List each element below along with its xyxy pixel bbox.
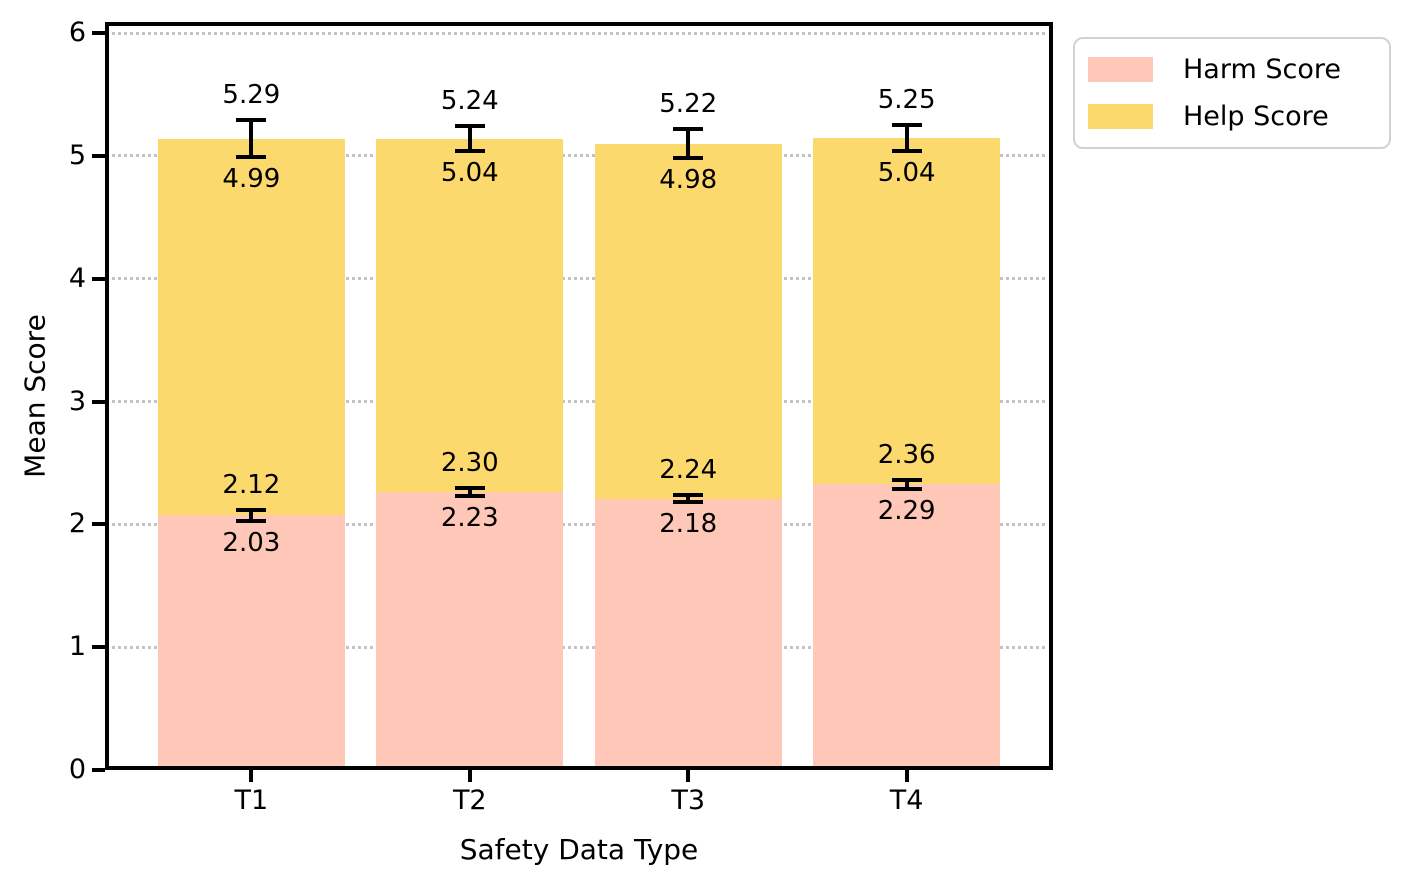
y-tick-3	[92, 399, 105, 404]
value-label-low-harm-score-t3: 2.18	[659, 509, 718, 540]
y-tick-5	[92, 153, 105, 158]
error-bar-help-score-t2	[467, 126, 472, 151]
error-bar-help-score-t4-cap-top	[891, 123, 922, 128]
value-label-high-help-score-t4: 5.25	[877, 85, 936, 116]
value-label-low-harm-score-t2: 2.23	[440, 503, 499, 534]
value-label-low-harm-score-t4: 2.29	[877, 495, 936, 526]
legend-swatch-help-score	[1088, 104, 1153, 129]
error-bar-help-score-t1-cap-top	[236, 118, 267, 123]
error-bar-harm-score-t3	[686, 494, 691, 503]
x-axis-title: Safety Data Type	[459, 833, 699, 866]
value-label-high-harm-score-t1: 2.12	[222, 469, 281, 500]
y-tick-4	[92, 276, 105, 281]
x-tick-label-t1: T1	[234, 785, 269, 816]
y-tick-1	[92, 645, 105, 650]
legend-label-help-score: Help Score	[1183, 101, 1329, 132]
error-bar-harm-score-t4-cap-top	[891, 478, 922, 483]
value-label-high-help-score-t2: 5.24	[440, 86, 499, 117]
error-bar-harm-score-t4-cap-bottom	[891, 486, 922, 491]
error-bar-harm-score-t3-cap-top	[673, 492, 704, 497]
y-tick-0	[92, 768, 105, 772]
bar-harm-score-t3	[594, 498, 782, 770]
bar-harm-score-t1	[157, 515, 345, 770]
error-bar-help-score-t3-cap-bottom	[673, 156, 704, 161]
y-tick-2	[92, 522, 105, 527]
legend-entry-harm-score: Harm Score	[1088, 54, 1371, 85]
y-tick-label-2: 2	[68, 508, 86, 540]
bar-harm-score-t4	[813, 484, 1001, 770]
legend-label-harm-score: Harm Score	[1183, 54, 1341, 85]
gridline-y2	[105, 522, 1053, 526]
error-bar-harm-score-t3-cap-bottom	[673, 500, 704, 505]
error-bar-help-score-t1-cap-bottom	[236, 155, 267, 160]
gridline-y5	[105, 154, 1053, 158]
error-bar-help-score-t4-cap-bottom	[891, 148, 922, 153]
legend: Harm Score Help Score	[1073, 37, 1391, 149]
value-label-high-harm-score-t3: 2.24	[659, 454, 718, 485]
error-bar-harm-score-t2-cap-bottom	[454, 494, 485, 499]
y-tick-6	[92, 31, 105, 36]
x-tick-label-t3: T3	[671, 785, 706, 816]
error-bar-harm-score-t2	[467, 487, 472, 497]
error-bar-help-score-t2-cap-top	[454, 124, 485, 129]
value-label-high-harm-score-t4: 2.36	[877, 440, 936, 471]
error-bar-help-score-t3-cap-top	[673, 126, 704, 131]
error-bar-harm-score-t4	[904, 480, 909, 489]
value-label-high-help-score-t3: 5.22	[659, 88, 718, 119]
bar-harm-score-t2	[376, 491, 564, 770]
gridline-y6	[105, 31, 1053, 35]
error-bar-harm-score-t2-cap-top	[454, 485, 485, 490]
gridline-y3	[105, 400, 1053, 404]
y-tick-label-6: 6	[68, 17, 86, 49]
error-bar-harm-score-t1-cap-top	[236, 507, 267, 512]
error-bar-harm-score-t1-cap-bottom	[236, 518, 267, 523]
value-label-low-help-score-t2: 5.04	[440, 157, 499, 188]
error-bar-help-score-t4	[904, 125, 909, 151]
x-tick-label-t2: T2	[452, 785, 487, 816]
value-label-low-help-score-t4: 5.04	[877, 157, 936, 188]
x-tick-t3	[686, 770, 691, 782]
value-label-high-help-score-t1: 5.29	[222, 80, 281, 111]
gridline-y1	[105, 645, 1053, 649]
error-bar-help-score-t2-cap-bottom	[454, 148, 485, 153]
value-label-low-help-score-t3: 4.98	[659, 165, 718, 196]
x-tick-t4	[904, 770, 909, 782]
gridline-y4	[105, 277, 1053, 281]
error-bar-help-score-t1	[249, 120, 254, 158]
error-bar-help-score-t3	[686, 128, 691, 159]
legend-swatch-harm-score	[1088, 57, 1153, 82]
x-tick-t1	[249, 770, 254, 782]
value-label-high-harm-score-t2: 2.30	[440, 447, 499, 478]
y-tick-label-0: 0	[68, 754, 86, 785]
plot-area: 2.12 2.03 2.30 2.23 2.24 2.18 2.36 2.29 5.29 4.99…	[105, 22, 1053, 770]
value-label-low-help-score-t1: 4.99	[222, 164, 281, 195]
legend-entry-help-score: Help Score	[1088, 101, 1371, 132]
x-tick-t2	[467, 770, 472, 782]
y-tick-label-4: 4	[68, 262, 86, 294]
x-tick-label-t4: T4	[889, 785, 924, 816]
error-bar-harm-score-t1	[249, 509, 254, 521]
y-tick-label-3: 3	[68, 385, 86, 417]
y-tick-label-5: 5	[68, 139, 86, 171]
y-tick-label-1: 1	[68, 631, 86, 663]
value-label-low-harm-score-t1: 2.03	[222, 527, 281, 558]
